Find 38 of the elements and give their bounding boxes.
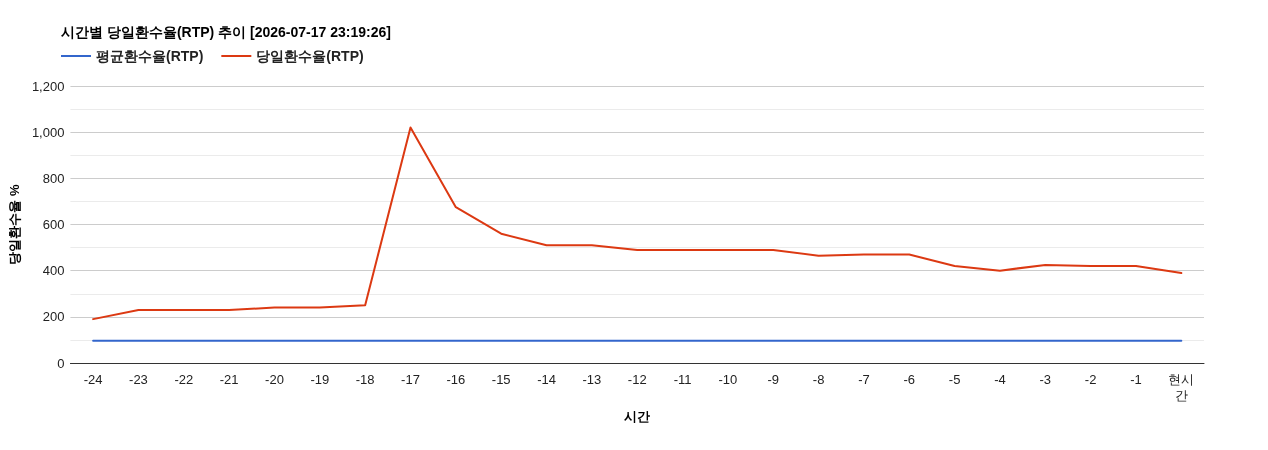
x-tick-label: -2 bbox=[1084, 371, 1097, 387]
legend-label: 평균환수율(RTP) bbox=[96, 48, 204, 64]
x-tick-label: -1 bbox=[1130, 371, 1142, 387]
x-tick-label: -15 bbox=[491, 371, 511, 387]
x-tick-label: -24 bbox=[83, 371, 103, 387]
x-tick-label: -6 bbox=[903, 371, 916, 387]
x-tick-label: -17 bbox=[401, 371, 420, 387]
y-tick-label: 0 bbox=[57, 355, 65, 371]
x-tick-label: -3 bbox=[1039, 371, 1052, 387]
x-tick-label: -4 bbox=[994, 371, 1006, 387]
x-tick-label: -5 bbox=[948, 371, 961, 387]
x-tick-label: -9 bbox=[767, 371, 780, 387]
y-tick-label: 800 bbox=[42, 170, 65, 186]
x-tick-label: -22 bbox=[174, 371, 194, 387]
x-tick-label: -13 bbox=[582, 371, 602, 387]
x-tick-label: -16 bbox=[446, 371, 466, 387]
x-tick-label: -23 bbox=[129, 371, 148, 387]
chart-title: 시간별 당일환수율(RTP) 추이 [2026-07-17 23:19:26] bbox=[61, 24, 391, 40]
y-tick-label: 1,200 bbox=[31, 78, 65, 94]
x-tick-label: -18 bbox=[355, 371, 375, 387]
x-tick-label: -7 bbox=[858, 371, 870, 387]
x-tick-label: -12 bbox=[627, 371, 647, 387]
y-tick-label: 400 bbox=[42, 263, 65, 279]
x-tick-label: 현시간 bbox=[1168, 371, 1195, 403]
y-tick-label: 200 bbox=[42, 309, 65, 325]
y-tick-label: 600 bbox=[42, 217, 65, 232]
x-tick-label: -21 bbox=[219, 371, 239, 387]
x-tick-label: -19 bbox=[310, 371, 330, 387]
x-tick-label: -14 bbox=[537, 371, 556, 387]
x-tick-label: -11 bbox=[673, 371, 692, 387]
line-series bbox=[92, 126, 1183, 321]
x-tick-label: -10 bbox=[718, 371, 738, 387]
legend-label: 당일환수율(RTP) bbox=[256, 48, 364, 64]
x-tick-label: -8 bbox=[812, 371, 825, 387]
y-axis-title: 당일환수율 % bbox=[7, 183, 22, 265]
x-tick-label: -20 bbox=[265, 371, 284, 387]
x-axis-title: 시간 bbox=[624, 409, 651, 424]
y-tick-label: 1,000 bbox=[31, 124, 65, 140]
